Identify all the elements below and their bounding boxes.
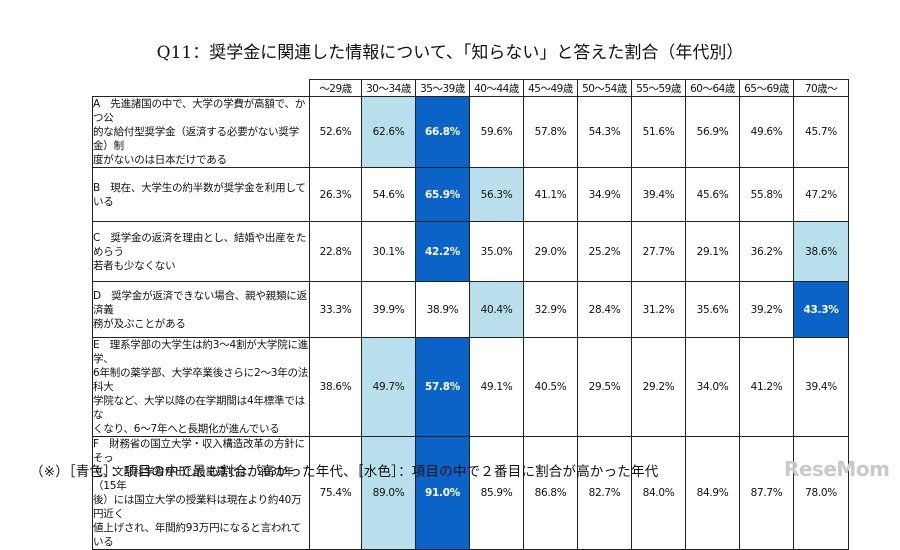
value-cell: 89.0% [361, 436, 416, 550]
table-row: A 先進諸国の中で、大学の学費が高額で、かつ公 的な給付型奨学金（返済する必要が… [92, 96, 849, 168]
value-cell: 27.7% [631, 221, 686, 282]
header-row: ～29歳 30～34歳 35～39歳 40～44歳 45～49歳 50～54歳 … [92, 79, 849, 97]
resemom-watermark: ReseMom [784, 457, 890, 481]
value-cell: 39.4% [793, 337, 849, 437]
value-cell: 85.9% [469, 436, 524, 550]
value-cell: 39.4% [631, 167, 686, 222]
value-cell: 45.6% [685, 167, 740, 222]
col-header: 65～69歳 [739, 79, 794, 97]
value-cell: 49.6% [739, 96, 794, 168]
col-header: 30～34歳 [361, 79, 416, 97]
table-row: E 理系学部の大学生は約3～4割が大学院に進学、 6年制の薬学部、大学卒業後さら… [92, 337, 849, 437]
row-label: B 現在、大学生の約半数が奨学金を利用している [92, 167, 310, 222]
value-cell: 42.2% [415, 221, 470, 282]
value-cell: 82.7% [577, 436, 632, 550]
value-cell: 39.2% [739, 281, 794, 338]
value-cell: 32.9% [523, 281, 578, 338]
row-label: E 理系学部の大学生は約3～4割が大学院に進学、 6年制の薬学部、大学卒業後さら… [92, 337, 310, 437]
value-cell: 52.6% [309, 96, 362, 168]
value-cell: 55.8% [739, 167, 794, 222]
value-cell: 30.1% [361, 221, 416, 282]
col-header: 35～39歳 [415, 79, 470, 97]
value-cell: 38.6% [309, 337, 362, 437]
color-legend-note: （※）［青色］：項目の中で最も割合が高かった年代、［水色］：項目の中で２番目に割… [30, 464, 659, 480]
value-cell: 28.4% [577, 281, 632, 338]
value-cell: 84.9% [685, 436, 740, 550]
value-cell: 40.5% [523, 337, 578, 437]
value-cell: 40.4% [469, 281, 524, 338]
col-header: ～29歳 [309, 79, 362, 97]
value-cell: 33.3% [309, 281, 362, 338]
value-cell: 51.6% [631, 96, 686, 168]
value-cell: 29.0% [523, 221, 578, 282]
corner-cell [92, 79, 310, 97]
value-cell: 34.0% [685, 337, 740, 437]
col-header: 50～54歳 [577, 79, 632, 97]
value-cell: 56.3% [469, 167, 524, 222]
value-cell: 54.6% [361, 167, 416, 222]
value-cell: 36.2% [739, 221, 794, 282]
value-cell: 35.0% [469, 221, 524, 282]
value-cell: 41.1% [523, 167, 578, 222]
value-cell: 62.6% [361, 96, 416, 168]
value-cell: 43.3% [793, 281, 849, 338]
value-cell: 22.8% [309, 221, 362, 282]
col-header: 40～44歳 [469, 79, 524, 97]
table-row: F 財務省の国立大学・収入構造改革の方針にそっ て、文部科学省が出した試算では、… [92, 436, 849, 550]
value-cell: 47.2% [793, 167, 849, 222]
table-row: D 奨学金が返済できない場合、親や親類に返済義 務が及ぶことがある 33.3% 39… [92, 281, 849, 338]
value-cell: 49.7% [361, 337, 416, 437]
value-cell: 49.1% [469, 337, 524, 437]
value-cell: 54.3% [577, 96, 632, 168]
value-cell: 26.3% [309, 167, 362, 222]
value-cell: 86.8% [523, 436, 578, 550]
value-cell: 29.2% [631, 337, 686, 437]
value-cell: 57.8% [415, 337, 470, 437]
value-cell: 57.8% [523, 96, 578, 168]
col-header: 45～49歳 [523, 79, 578, 97]
value-cell: 59.6% [469, 96, 524, 168]
value-cell: 66.8% [415, 96, 470, 168]
value-cell: 39.9% [361, 281, 416, 338]
row-label: A 先進諸国の中で、大学の学費が高額で、かつ公 的な給付型奨学金（返済する必要が… [92, 96, 310, 168]
row-label: F 財務省の国立大学・収入構造改革の方針にそっ て、文部科学省が出した試算では、… [92, 436, 310, 550]
chart-title: Q11：奨学金に関連した情報について、「知らない」と答えた割合（年代別） [156, 43, 744, 63]
row-label: C 奨学金の返済を理由とし、結婚や出産をためらう 若者も少なくない [92, 221, 310, 282]
value-cell: 29.5% [577, 337, 632, 437]
col-header: 70歳～ [793, 79, 849, 97]
table-row: C 奨学金の返済を理由とし、結婚や出産をためらう 若者も少なくない 22.8% 30… [92, 221, 849, 282]
value-cell: 75.4% [309, 436, 362, 550]
value-cell: 56.9% [685, 96, 740, 168]
value-cell: 78.0% [793, 436, 849, 550]
value-cell: 38.6% [793, 221, 849, 282]
value-cell: 84.0% [631, 436, 686, 550]
value-cell: 38.9% [415, 281, 470, 338]
row-label: D 奨学金が返済できない場合、親や親類に返済義 務が及ぶことがある [92, 281, 310, 338]
value-cell: 41.2% [739, 337, 794, 437]
col-header: 60～64歳 [685, 79, 740, 97]
value-cell: 91.0% [415, 436, 470, 550]
col-header: 55～59歳 [631, 79, 686, 97]
value-cell: 87.7% [739, 436, 794, 550]
table-row: B 現在、大学生の約半数が奨学金を利用している 26.3% 54.6% 65.9% 56… [92, 167, 849, 222]
value-cell: 25.2% [577, 221, 632, 282]
value-cell: 35.6% [685, 281, 740, 338]
value-cell: 29.1% [685, 221, 740, 282]
value-cell: 34.9% [577, 167, 632, 222]
value-cell: 31.2% [631, 281, 686, 338]
value-cell: 45.7% [793, 96, 849, 168]
value-cell: 65.9% [415, 167, 470, 222]
